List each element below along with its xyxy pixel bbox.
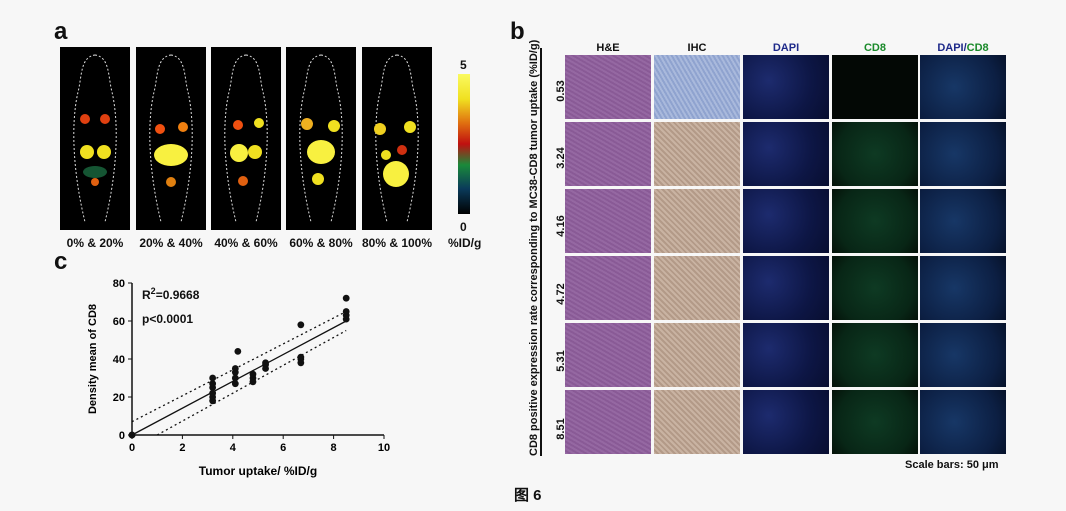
cd8-image <box>832 256 918 320</box>
y-tick-label: 40 <box>113 354 125 366</box>
confidence-band-upper <box>131 310 347 423</box>
panel-a-letter: a <box>54 18 68 45</box>
he-image <box>565 55 651 119</box>
colorbar <box>458 74 470 214</box>
x-tick-label: 4 <box>230 442 237 454</box>
column-header-he: H&E <box>596 42 620 54</box>
merge-image <box>920 390 1006 454</box>
regression-line <box>131 320 347 436</box>
merge-image <box>920 122 1006 186</box>
pet-label: 40% & 60% <box>214 236 278 250</box>
r2-superscript: 2 <box>150 286 156 296</box>
cd8-image <box>832 323 918 387</box>
y-tick-label: 0 <box>119 430 125 442</box>
data-point <box>342 294 350 302</box>
x-tick-label: 6 <box>280 442 286 454</box>
figure-caption: 图 6 <box>514 487 542 504</box>
cd8-image <box>832 390 918 454</box>
ihc-image <box>654 189 740 253</box>
pet-image-3 <box>211 47 281 230</box>
data-point <box>209 389 217 397</box>
pet-image-4 <box>286 47 356 230</box>
colorbar-max: 5 <box>460 58 467 72</box>
rows-axis-line <box>540 48 542 456</box>
colorbar-min: 0 <box>460 220 467 234</box>
x-tick-label: 8 <box>331 442 337 454</box>
data-point <box>128 431 136 439</box>
data-point <box>249 370 257 378</box>
merge-image <box>920 55 1006 119</box>
data-point <box>234 348 242 355</box>
data-point <box>231 374 239 382</box>
column-header-dapi: DAPI <box>772 42 800 54</box>
pet-label: 20% & 40% <box>139 236 203 250</box>
data-point <box>231 380 239 388</box>
y-tick-label: 60 <box>113 316 125 328</box>
x-tick-label: 0 <box>129 442 135 454</box>
colorbar-unit: %ID/g <box>448 236 482 250</box>
y-axis-label: Density mean of CD8 <box>87 304 99 414</box>
pet-label: 80% & 100% <box>361 236 433 250</box>
merge-image <box>920 256 1006 320</box>
he-image <box>565 256 651 320</box>
pet-image-5 <box>362 47 432 230</box>
column-header-merge: DAPI/CD8 <box>920 42 1006 54</box>
data-point <box>297 353 305 361</box>
he-image <box>565 390 651 454</box>
ihc-image <box>654 122 740 186</box>
panel-b-letter: b <box>510 18 525 45</box>
pet-image-2 <box>136 47 206 230</box>
pet-label: 60% & 80% <box>289 236 353 250</box>
y-tick-label: 80 <box>113 278 125 290</box>
p-value-annotation: p<0.0001 <box>142 312 194 326</box>
dapi-image <box>743 323 829 387</box>
data-point <box>297 321 305 329</box>
r2-annotation: R2=0.9668 <box>142 286 199 302</box>
cd8-image <box>832 189 918 253</box>
dapi-image <box>743 122 829 186</box>
r2-prefix: R <box>142 288 151 302</box>
x-tick-label: 2 <box>179 442 185 454</box>
dapi-image <box>743 390 829 454</box>
data-point <box>209 374 217 382</box>
merge-cd8-label: CD8 <box>966 42 989 54</box>
ihc-image <box>654 55 740 119</box>
cd8-image <box>832 122 918 186</box>
scatter-chart: 0 20 40 60 80 0 2 4 6 8 10 Tumor uptake/ %ID/g Densi… <box>87 278 390 478</box>
x-tick-label: 10 <box>378 442 390 454</box>
pet-label: 0% & 20% <box>66 236 124 250</box>
x-axis-label: Tumor uptake/ %ID/g <box>199 464 317 478</box>
merge-image <box>920 189 1006 253</box>
y-tick-label: 20 <box>113 392 125 404</box>
data-point <box>342 308 350 315</box>
ihc-image <box>654 256 740 320</box>
ihc-image <box>654 390 740 454</box>
ihc-image <box>654 323 740 387</box>
dapi-image <box>743 256 829 320</box>
merge-image <box>920 323 1006 387</box>
r2-value: =0.9668 <box>155 288 200 302</box>
column-header-cd8: CD8 <box>863 42 886 54</box>
he-image <box>565 189 651 253</box>
dapi-image <box>743 55 829 119</box>
scale-bar-note: Scale bars: 50 μm <box>905 459 999 471</box>
merge-dapi-label: DAPI/ <box>937 42 967 54</box>
data-point <box>209 380 217 388</box>
pet-image-1 <box>60 47 130 230</box>
column-header-ihc: IHC <box>687 42 707 54</box>
dapi-image <box>743 189 829 253</box>
rows-y-title: CD8 positive expression rate correspondi… <box>528 39 540 456</box>
data-point <box>262 359 269 367</box>
confidence-band-lower <box>156 329 347 436</box>
he-image <box>565 122 651 186</box>
cd8-image <box>832 55 918 119</box>
he-image <box>565 323 651 387</box>
data-point <box>231 365 239 372</box>
panel-c-letter: c <box>54 248 68 275</box>
